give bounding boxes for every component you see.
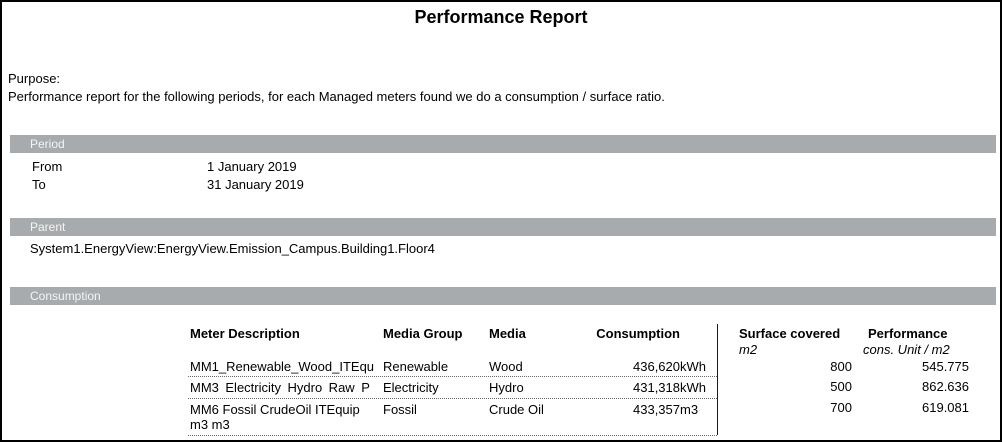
section-header-parent: Parent [10,218,996,236]
table-row: 500 862.636 [724,376,970,397]
media-group-cell: Electricity [383,380,439,395]
media-group-cell: Renewable [383,359,449,374]
section-header-consumption-label: Consumption [30,289,101,303]
period-to-label: To [32,177,46,192]
section-header-consumption: Consumption [10,287,996,305]
parent-path: System1.EnergyView:EnergyView.Emission_C… [30,241,435,256]
meter-description-cell: MM1_Renewable_Wood_ITEqu [190,359,375,374]
purpose-label: Purpose: [8,71,61,86]
performance-cell: 545.775 [922,359,969,374]
performance-cell: 619.081 [922,400,969,415]
consumption-unit-cell: kWh [680,359,706,374]
column-subheader-surface-unit: m2 [739,342,758,357]
meter-description-cell: MM6 Fossil CrudeOil ITEquip m3 m3 [190,402,360,432]
period-to-value: 31 January 2019 [207,177,304,192]
table-row: 700 619.081 [724,397,970,433]
page-title: Performance Report [414,7,588,27]
period-from-value: 1 January 2019 [207,159,297,174]
consumption-table-left: MM1_Renewable_Wood_ITEqu Renewable Wood … [188,356,717,436]
table-row: MM1_Renewable_Wood_ITEqu Renewable Wood … [188,356,717,377]
surface-covered-cell: 700 [830,400,852,415]
table-row: MM6 Fossil CrudeOil ITEquip m3 m3 Fossil… [188,399,717,436]
media-cell: Wood [489,359,523,374]
table-vertical-divider [717,324,718,435]
consumption-unit-cell: kWh [680,380,706,395]
section-header-parent-label: Parent [30,220,66,234]
consumption-value-cell: 433,357 [633,402,680,417]
table-row: 800 545.775 [724,356,970,376]
meter-description-cell: MM3 Electricity Hydro Raw P [190,380,370,395]
period-from-label: From [32,159,63,174]
column-header-consumption: Consumption [596,326,680,341]
column-header-meter-description: Meter Description [190,326,300,341]
consumption-table-right: 800 545.775 500 862.636 700 619.081 [724,356,970,433]
media-cell: Hydro [489,380,524,395]
column-header-performance: Performance [868,326,948,341]
consumption-value-cell: 431,318 [633,380,680,395]
table-row: MM3 Electricity Hydro Raw P Electricity … [188,377,717,399]
consumption-unit-cell: m3 [680,402,699,417]
section-header-period-label: Period [30,137,65,151]
column-header-media: Media [489,326,526,341]
purpose-text: Performance report for the following per… [8,89,665,104]
surface-covered-cell: 500 [830,379,852,394]
media-cell: Crude Oil [489,402,544,417]
column-header-media-group: Media Group [383,326,463,341]
media-group-cell: Fossil [383,402,417,417]
column-subheader-performance-unit: cons. Unit / m2 [863,342,950,357]
consumption-value-cell: 436,620 [633,359,680,374]
column-header-surface-covered: Surface covered [739,326,841,341]
surface-covered-cell: 800 [830,359,852,374]
section-header-period: Period [10,135,996,153]
performance-cell: 862.636 [922,379,969,394]
